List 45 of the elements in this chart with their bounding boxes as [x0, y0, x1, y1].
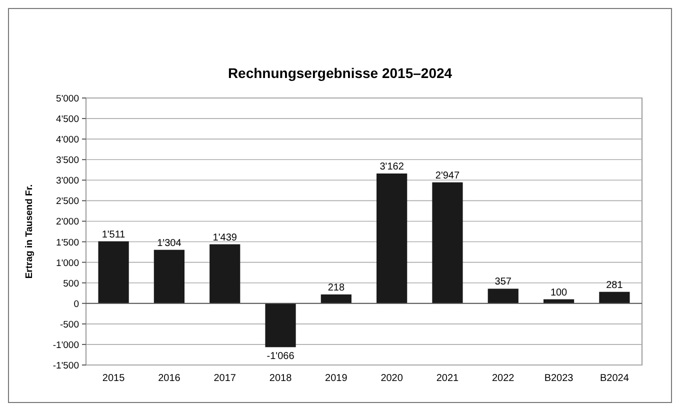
data-label: 281 — [606, 280, 624, 291]
data-label: 3'162 — [380, 162, 404, 172]
data-label: 1'439 — [212, 232, 238, 244]
bar — [98, 241, 129, 304]
x-tick-label: 2015 — [102, 373, 126, 384]
x-tick-label: B2024 — [600, 373, 630, 384]
x-tick-label: 2020 — [380, 373, 404, 384]
y-tick-label: 2'000 — [56, 216, 79, 228]
bar — [376, 174, 408, 304]
x-tick-label: 2022 — [492, 373, 515, 384]
y-tick-label: 4'000 — [56, 134, 79, 146]
bar — [210, 244, 240, 304]
y-tick-label: 4'500 — [56, 114, 79, 126]
y-tick-label: 1'500 — [56, 237, 79, 248]
y-tick-label: 3'000 — [56, 176, 79, 187]
y-tick-label: 5'000 — [56, 94, 79, 104]
data-label: 2'947 — [435, 170, 460, 182]
y-tick-label: 1'000 — [56, 258, 79, 269]
y-tick-label: -500 — [60, 319, 79, 330]
chart-title: Rechnungsergebnisse 2015–2024 — [228, 65, 452, 81]
bar — [599, 292, 630, 304]
data-label: 100 — [550, 287, 568, 298]
data-label: -1'066 — [266, 351, 295, 362]
y-tick-label: 0 — [74, 298, 79, 310]
bar — [432, 182, 463, 304]
y-tick-label: 2'500 — [56, 196, 79, 208]
y-axis-title: Ertrag in Tausend Fr. — [24, 184, 35, 279]
y-tick-label: 3'500 — [56, 155, 79, 166]
bar — [154, 250, 185, 304]
bar — [488, 288, 518, 304]
x-tick-label: B2023 — [544, 373, 574, 384]
data-label: 218 — [328, 282, 345, 294]
bar — [265, 303, 296, 348]
data-label: 1'304 — [157, 238, 182, 249]
x-tick-label: 2016 — [158, 373, 181, 384]
x-tick-label: 2019 — [325, 373, 348, 384]
x-tick-label: 2017 — [214, 373, 236, 384]
x-tick-label: 2018 — [269, 373, 292, 384]
x-tick-label: 2021 — [436, 373, 460, 384]
y-tick-label: -1'000 — [52, 340, 79, 351]
data-label: 1'511 — [102, 229, 126, 240]
y-tick-label: 500 — [63, 278, 79, 290]
data-label: 357 — [494, 276, 512, 288]
bar — [320, 294, 352, 304]
y-tick-label: -1'500 — [52, 360, 79, 372]
